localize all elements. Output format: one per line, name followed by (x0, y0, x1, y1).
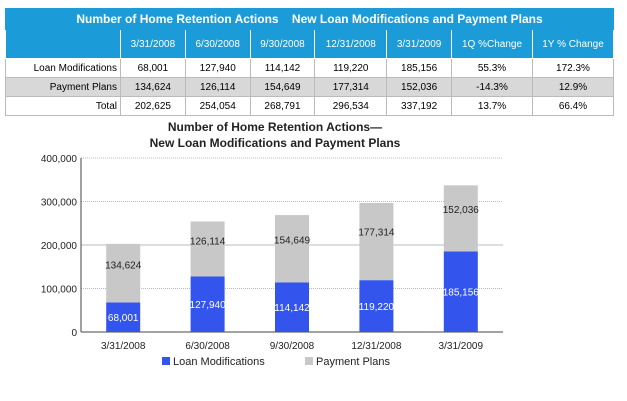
data-label: 114,142 (274, 303, 310, 314)
table-cell: -14.3% (451, 77, 533, 97)
table-cell: 337,192 (386, 96, 452, 116)
bar-loan-modifications (359, 280, 394, 332)
x-tick-label: 6/30/2008 (185, 341, 230, 352)
table-cell: 268,791 (249, 96, 316, 116)
x-tick-label: 3/31/2009 (439, 341, 484, 352)
retention-table: Number of Home Retention Actions New Loa… (5, 8, 614, 116)
table-row: Payment Plans 134,624 126,114 154,649 177,31… (5, 77, 614, 97)
legend-swatch (162, 357, 170, 365)
table-cell: 119,220 (314, 58, 388, 78)
table-cell: 134,624 (120, 77, 186, 97)
bar-payment-plans (106, 243, 141, 303)
row-label: Loan Modifications (5, 58, 121, 78)
y-tick-label: 300,000 (41, 198, 78, 209)
table-cell: 114,142 (249, 58, 316, 78)
table-cell: 12.9% (532, 77, 614, 97)
column-header: 3/31/2008 (120, 29, 186, 59)
bar-loan-modifications (275, 282, 309, 332)
column-header: 1Q %Change (451, 29, 533, 59)
data-label: 154,649 (274, 235, 311, 246)
data-label: 68,001 (108, 313, 139, 324)
table-cell: 55.3% (451, 58, 533, 78)
table-cell: 152,036 (386, 77, 452, 97)
row-label: Payment Plans (5, 77, 121, 97)
bar-loan-modifications (190, 276, 225, 332)
table-cell: 127,940 (184, 58, 251, 78)
bar-loan-modifications (443, 251, 478, 332)
column-header: 9/30/2008 (249, 29, 316, 59)
table-cell: 68,001 (120, 58, 186, 78)
legend-label: Payment Plans (316, 356, 390, 368)
column-header: 6/30/2008 (184, 29, 251, 59)
x-tick-label: 12/31/2008 (351, 341, 401, 352)
column-header: 3/31/2009 (386, 29, 452, 59)
bar-payment-plans (359, 203, 394, 281)
table-cell: 126,114 (184, 77, 251, 97)
y-tick-label: 200,000 (41, 241, 78, 252)
x-tick-label: 9/30/2008 (270, 341, 315, 352)
data-label: 119,220 (359, 302, 395, 313)
stacked-bar-chart: Number of Home Retention Actions— New Loa… (41, 120, 503, 368)
row-label: Total (5, 96, 121, 116)
table-cell: 202,625 (120, 96, 186, 116)
table-cell: 185,156 (386, 58, 452, 78)
bar-payment-plans (190, 221, 225, 277)
table-cell: 177,314 (314, 77, 388, 97)
data-label: 134,624 (105, 260, 142, 271)
table-cell: 66.4% (532, 96, 614, 116)
column-header (5, 29, 121, 59)
y-tick-label: 0 (71, 328, 77, 339)
x-tick-label: 3/31/2008 (101, 341, 146, 352)
data-label: 152,036 (443, 205, 480, 216)
y-tick-label: 100,000 (41, 285, 78, 296)
legend-swatch (305, 357, 313, 365)
legend-label: Loan Modifications (173, 356, 265, 368)
table-cell: 254,054 (184, 96, 251, 116)
table-cell: 154,649 (249, 77, 316, 97)
table-row: Total 202,625 254,054 268,791 296,534 337,192… (5, 96, 614, 116)
y-tick-label: 400,000 (41, 154, 78, 165)
data-label: 185,156 (443, 288, 480, 299)
table-cell: 13.7% (451, 96, 533, 116)
column-header: 12/31/2008 (314, 29, 388, 59)
table-row: Loan Modifications 68,001 127,940 114,142 11… (5, 58, 614, 78)
data-label: 177,314 (358, 227, 395, 238)
column-header: 1Y % Change (532, 29, 614, 59)
chart-title: Number of Home Retention Actions— (168, 120, 382, 134)
table-cell: 172.3% (532, 58, 614, 78)
table-title: Number of Home Retention Actions New Loa… (5, 8, 614, 30)
data-label: 127,940 (190, 300, 227, 311)
bar-loan-modifications (106, 302, 141, 332)
bar-payment-plans (275, 215, 309, 283)
table-cell: 296,534 (314, 96, 388, 116)
chart-title: New Loan Modifications and Payment Plans (150, 136, 401, 150)
bar-payment-plans (443, 185, 478, 252)
data-label: 126,114 (190, 237, 226, 248)
